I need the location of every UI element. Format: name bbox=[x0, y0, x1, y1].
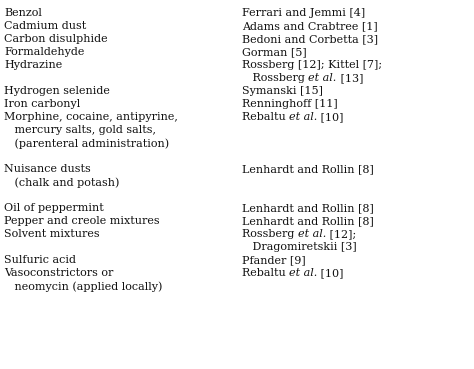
Text: Iron carbonyl: Iron carbonyl bbox=[4, 99, 80, 109]
Text: Gorman [5]: Gorman [5] bbox=[242, 47, 307, 57]
Text: Hydrogen selenide: Hydrogen selenide bbox=[4, 86, 110, 96]
Text: Bedoni and Corbetta [3]: Bedoni and Corbetta [3] bbox=[242, 34, 378, 44]
Text: Rossberg: Rossberg bbox=[242, 229, 298, 239]
Text: Sulfuric acid: Sulfuric acid bbox=[4, 255, 76, 265]
Text: Symanski [15]: Symanski [15] bbox=[242, 86, 323, 96]
Text: Rossberg [12]; Kittel [7];: Rossberg [12]; Kittel [7]; bbox=[242, 60, 382, 70]
Text: Carbon disulphide: Carbon disulphide bbox=[4, 34, 108, 44]
Text: Pepper and creole mixtures: Pepper and creole mixtures bbox=[4, 216, 160, 226]
Text: Morphine, cocaine, antipyrine,: Morphine, cocaine, antipyrine, bbox=[4, 112, 178, 122]
Text: [10]: [10] bbox=[318, 112, 344, 122]
Text: Rebaltu: Rebaltu bbox=[242, 112, 289, 122]
Text: et al.: et al. bbox=[309, 73, 337, 83]
Text: Rossberg: Rossberg bbox=[242, 73, 309, 83]
Text: et al.: et al. bbox=[289, 112, 318, 122]
Text: Rebaltu: Rebaltu bbox=[242, 268, 289, 278]
Text: neomycin (applied locally): neomycin (applied locally) bbox=[4, 281, 163, 292]
Text: Pfander [9]: Pfander [9] bbox=[242, 255, 306, 265]
Text: Benzol: Benzol bbox=[4, 8, 42, 18]
Text: mercury salts, gold salts,: mercury salts, gold salts, bbox=[4, 125, 156, 135]
Text: (chalk and potash): (chalk and potash) bbox=[4, 177, 119, 187]
Text: (parenteral administration): (parenteral administration) bbox=[4, 138, 169, 149]
Text: Ferrari and Jemmi [4]: Ferrari and Jemmi [4] bbox=[242, 8, 365, 18]
Text: Oil of peppermint: Oil of peppermint bbox=[4, 203, 104, 213]
Text: [10]: [10] bbox=[318, 268, 344, 278]
Text: Adams and Crabtree [1]: Adams and Crabtree [1] bbox=[242, 21, 378, 31]
Text: Renninghoff [11]: Renninghoff [11] bbox=[242, 99, 338, 109]
Text: [13]: [13] bbox=[337, 73, 363, 83]
Text: et al.: et al. bbox=[298, 229, 326, 239]
Text: Lenhardt and Rollin [8]: Lenhardt and Rollin [8] bbox=[242, 203, 374, 213]
Text: Lenhardt and Rollin [8]: Lenhardt and Rollin [8] bbox=[242, 216, 374, 226]
Text: Vasoconstrictors or: Vasoconstrictors or bbox=[4, 268, 113, 278]
Text: [12];: [12]; bbox=[326, 229, 356, 239]
Text: Dragomiretskii [3]: Dragomiretskii [3] bbox=[242, 242, 357, 252]
Text: Lenhardt and Rollin [8]: Lenhardt and Rollin [8] bbox=[242, 164, 374, 174]
Text: Cadmium dust: Cadmium dust bbox=[4, 21, 86, 31]
Text: Nuisance dusts: Nuisance dusts bbox=[4, 164, 91, 174]
Text: Formaldehyde: Formaldehyde bbox=[4, 47, 84, 57]
Text: Solvent mixtures: Solvent mixtures bbox=[4, 229, 100, 239]
Text: Hydrazine: Hydrazine bbox=[4, 60, 62, 70]
Text: et al.: et al. bbox=[289, 268, 318, 278]
